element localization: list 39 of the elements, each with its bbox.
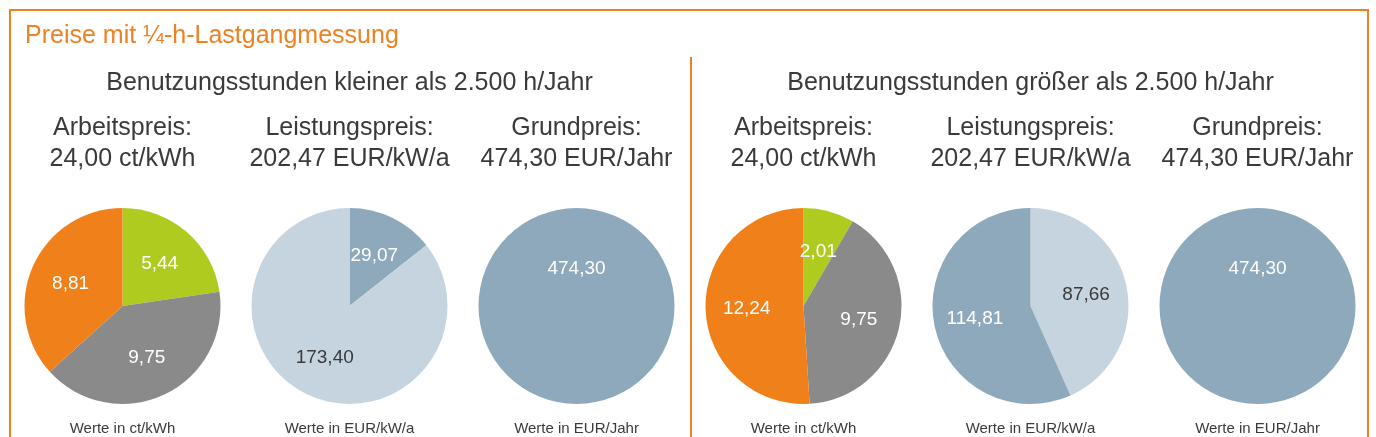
data-label: 173,40 (295, 346, 354, 368)
pie-slice (349, 208, 427, 306)
chart-subtitle: 474,30 EUR/Jahr (480, 143, 673, 171)
text: Werte in EUR/Jahr (514, 419, 639, 436)
chart-subtitle: 24,00 ct/kWh (730, 143, 877, 171)
pie-slice (251, 208, 448, 404)
data-label: 12,24 (722, 296, 771, 318)
pie-slice (122, 208, 220, 306)
text: Werte in EUR/kW/a (284, 419, 416, 436)
data-label: 9,75 (840, 308, 878, 330)
chart-subtitle: 24,00 ct/kWh (49, 143, 196, 171)
text: Werte in ct/kWh (69, 419, 176, 436)
chart-title: Grundpreis: (1192, 112, 1323, 140)
text: Werte in ct/kWh (750, 419, 857, 436)
chart-title: Arbeitspreis: (53, 112, 192, 140)
data-label: 5,44 (141, 251, 179, 273)
chart-title: Grundpreis: (511, 112, 642, 140)
data-label: 87,66 (1062, 283, 1110, 305)
pie-slice (1030, 208, 1129, 396)
data-label: 114,81 (946, 306, 1004, 328)
chart-title: Leistungspreis: (946, 112, 1115, 140)
text: Werte in EUR/kW/a (965, 419, 1097, 436)
data-label: 474,30 (547, 256, 606, 278)
text: Werte in EUR/Jahr (1195, 419, 1320, 436)
data-label: 2,01 (799, 240, 837, 262)
data-label: 474,30 (1228, 256, 1287, 278)
pie-slice (49, 291, 221, 404)
data-label: 8,81 (52, 271, 90, 293)
text: Benutzungsstunden größer als 2.500 h/Jahr (787, 67, 1274, 95)
pie-slice (24, 208, 123, 372)
text: Preise mit ¼-h-Lastgangmessung (25, 20, 399, 48)
chart-subtitle: 202,47 EUR/kW/a (930, 143, 1131, 171)
chart-subtitle: 202,47 EUR/kW/a (249, 143, 450, 171)
chart-subtitle: 474,30 EUR/Jahr (1161, 143, 1354, 171)
data-label: 29,07 (350, 243, 399, 265)
chart-title: Leistungspreis: (265, 112, 434, 140)
data-label: 9,75 (128, 346, 166, 368)
text: Benutzungsstunden kleiner als 2.500 h/Jahr (106, 67, 593, 95)
chart-title: Arbeitspreis: (734, 112, 873, 140)
